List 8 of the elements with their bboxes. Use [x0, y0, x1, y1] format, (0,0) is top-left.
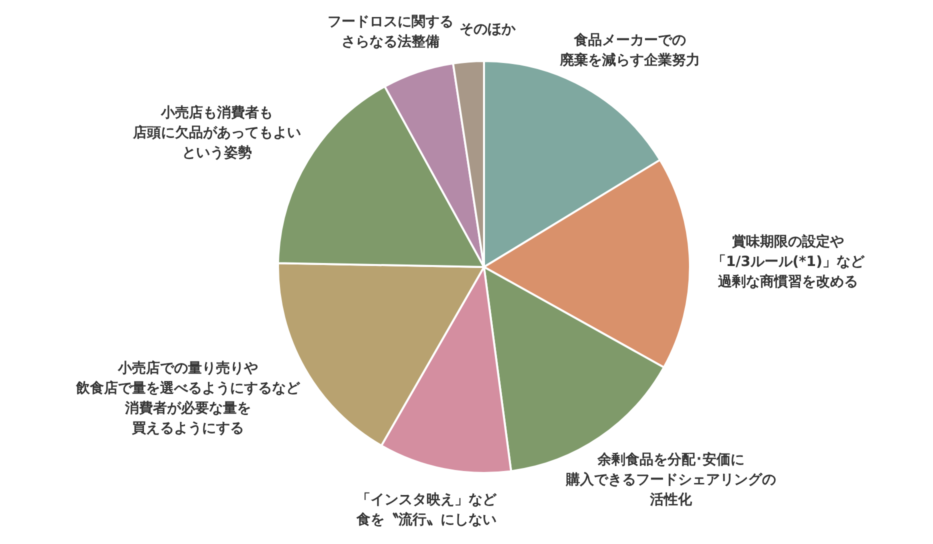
slice-label: 小売店での量り売りや飲食店で量を選べるようにするなど消費者が必要な量を買えるようにする [75, 360, 302, 437]
slice-label: 賞味期限の設定や「1/3ルール(*1)」など過剰な商慣習を改める [712, 232, 866, 290]
slice-label: 小売店も消費者も店頭に欠品があってもよいという姿勢 [132, 104, 301, 162]
slice-label: そのほか [460, 21, 517, 38]
slice-label: フードロスに関するさらなる法整備 [328, 14, 454, 50]
slice-label: 「インスタ映え」など食を〝流行〟にしない [355, 492, 498, 528]
slice-label: 余剰食品を分配･安価に購入できるフードシェアリングの活性化 [565, 451, 776, 508]
slice-label: 食品メーカーでの廃棄を減らす企業努力 [559, 32, 700, 68]
